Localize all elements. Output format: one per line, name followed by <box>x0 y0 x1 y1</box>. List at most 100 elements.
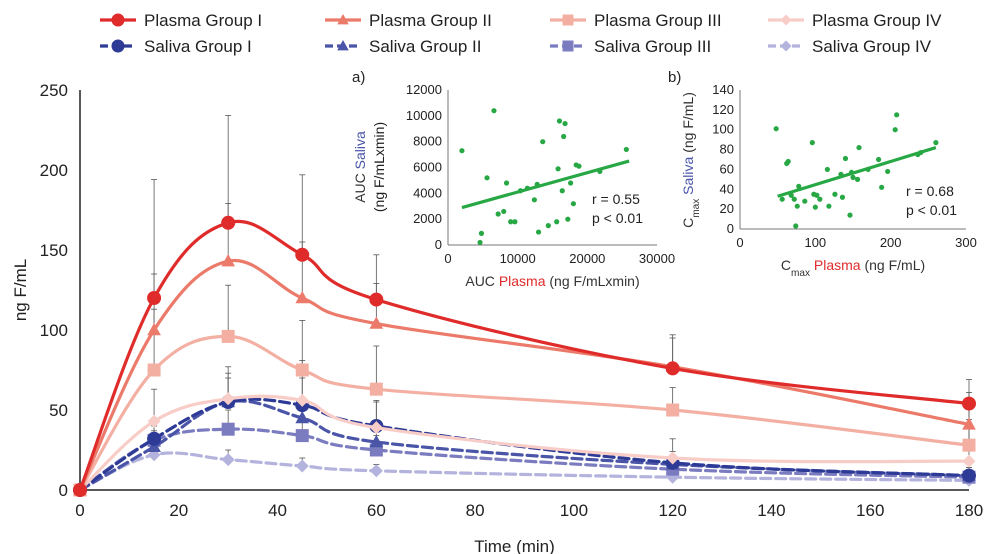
data-point-s7-p4 <box>369 464 383 478</box>
y-axis-title: ng F/mL <box>11 259 30 321</box>
y-tick-label-3: 150 <box>40 241 68 260</box>
inset-b-x-tick-label-0: 0 <box>736 235 743 250</box>
inset-a-x-axis-title: AUC Plasma (ng F/mLxmin) <box>465 273 639 289</box>
inset-a-scatter-point-5 <box>495 211 501 217</box>
x-tick-label-8: 160 <box>856 501 884 520</box>
inset-a-scatter-point-19 <box>559 188 565 194</box>
data-point-s1-p2 <box>221 254 235 267</box>
inset-a-x-tick-label-0: 0 <box>444 251 451 266</box>
x-tick-label-7: 140 <box>757 501 785 520</box>
legend-marker-2 <box>562 14 574 26</box>
data-point-s2-p4 <box>369 382 383 396</box>
inset-b-scatter-point-19 <box>839 194 846 200</box>
data-point-s3-p6 <box>962 454 976 468</box>
inset-b-y-tick-label-2: 40 <box>720 181 734 196</box>
inset-b-y-tick-label-5: 100 <box>712 122 734 137</box>
data-point-s4-p1 <box>147 431 162 446</box>
inset-a-y-tick-label-2: 4000 <box>413 185 442 200</box>
inset-b-scatter-point-29 <box>885 168 891 175</box>
data-point-s0-p3 <box>295 247 310 262</box>
inset-b-scatter-point-16 <box>826 203 832 209</box>
inset-b-scatter-point-30 <box>892 127 898 133</box>
inset-a-y-axis-title-line2: (ng F/mLxmin) <box>371 122 387 212</box>
inset-a-scatter-point-2 <box>478 230 485 236</box>
data-point-s3-p2 <box>221 392 235 406</box>
inset-b-y-tick-label-7: 140 <box>712 82 734 97</box>
inset-a-scatter-point-12 <box>531 197 537 203</box>
inset-a-y-tick-label-4: 8000 <box>413 134 442 149</box>
inset-a-annotation-p: p < 0.01 <box>592 210 643 226</box>
inset-b-scatter-point-1 <box>779 196 785 202</box>
inset-chart-a: 0 10000 20000 30000 0 2000 4000 6000 8000 10000 12… <box>352 69 675 289</box>
data-point-s7-p2 <box>221 453 235 467</box>
legend-label-0: Plasma Group I <box>144 11 262 30</box>
y-tick-label-4: 200 <box>40 161 68 180</box>
data-point-s5-p1 <box>147 439 161 452</box>
inset-a-x-axis-title-part-1: Plasma <box>499 273 546 289</box>
inset-a-scatter-point-17 <box>554 219 560 225</box>
inset-a-scatter-point-29 <box>555 166 561 172</box>
data-point-s3-p1 <box>147 414 161 428</box>
inset-b-x-tick-label-2: 200 <box>880 235 902 250</box>
inset-a-y-tick-label-6: 12000 <box>406 82 442 97</box>
inset-b-scatter-point-13 <box>814 192 820 198</box>
inset-a-y-tick-label-0: 0 <box>435 237 442 252</box>
data-point-s2-p1 <box>147 363 161 377</box>
legend-label-4: Saliva Group I <box>144 37 252 56</box>
inset-a-scatter-point-28 <box>623 146 629 153</box>
data-point-s0-p6 <box>962 396 976 411</box>
legend-marker-7 <box>780 40 792 52</box>
inset-a-scatter-point-9 <box>512 219 518 225</box>
legend-label-6: Saliva Group III <box>594 37 711 56</box>
inset-b-y-tick-label-0: 0 <box>727 221 734 236</box>
legend-label-2: Plasma Group III <box>594 11 722 30</box>
inset-b-y-tick-label-6: 120 <box>712 102 734 117</box>
inset-b-scatter-point-12 <box>812 204 818 210</box>
data-point-s0-p2 <box>221 215 236 230</box>
legend-label-5: Saliva Group II <box>369 37 481 56</box>
inset-a-scatter-point-16 <box>545 223 551 229</box>
inset-b-scatter-point-32 <box>933 140 939 146</box>
inset-b-scatter-point-6 <box>793 223 799 229</box>
x-tick-label-1: 20 <box>169 501 188 520</box>
inset-b-scatter-point-3 <box>785 158 791 165</box>
inset-b-scatter-point-28 <box>879 184 885 190</box>
series-line-3 <box>78 394 971 492</box>
series-line-7 <box>78 451 971 492</box>
main-chart: 0 20 40 60 80 100 120 140 160 180050100150200250T… <box>11 81 983 554</box>
inset-b-y-axis-title-part-2: Saliva <box>680 156 696 198</box>
data-point-s5-p4 <box>369 434 384 448</box>
data-point-s4-p6 <box>962 468 976 483</box>
data-point-s0-p1 <box>147 291 162 305</box>
inset-b-scatter-point-27 <box>876 156 882 163</box>
inset-b-y-axis-title-part-0: C <box>680 218 696 228</box>
inset-a-scatter-point-15 <box>540 139 546 145</box>
data-point-s2-p2 <box>221 329 235 343</box>
y-tick-label-5: 250 <box>40 81 68 100</box>
inset-b-x-axis-title-part-1: max <box>791 268 810 279</box>
y-tick-label-0: 0 <box>59 481 68 500</box>
inset-b-y-tick-label-3: 60 <box>720 161 734 176</box>
data-point-s1-p3 <box>295 290 310 304</box>
data-point-s3-p4 <box>369 421 383 435</box>
inset-a-x-tick-label-2: 20000 <box>569 251 605 266</box>
inset-a-scatter-point-24 <box>570 201 577 207</box>
inset-a-panel-label: a) <box>352 69 365 86</box>
inset-a-scatter-point-18 <box>556 118 563 124</box>
x-tick-label-0: 0 <box>75 501 84 520</box>
inset-a-scatter-point-14 <box>535 229 542 235</box>
inset-b-y-axis-title-part-1: max <box>691 199 702 218</box>
inset-b-scatter-point-9 <box>802 198 808 204</box>
data-point-s1-p6 <box>962 417 976 430</box>
inset-b-scatter-point-5 <box>791 196 797 202</box>
data-point-s6-p3 <box>295 429 309 443</box>
inset-b-x-axis-title-part-0: C <box>781 257 791 273</box>
inset-a-y-tick-label-1: 2000 <box>413 211 442 226</box>
inset-b-y-axis-title-part-3: (ng F/mL) <box>680 92 696 157</box>
inset-b-scatter-point-10 <box>809 140 815 146</box>
legend-marker-3 <box>780 14 792 26</box>
inset-b-scatter-point-31 <box>894 112 900 118</box>
data-point-s0-p5 <box>665 361 680 376</box>
inset-b-scatter-point-8 <box>796 183 802 189</box>
